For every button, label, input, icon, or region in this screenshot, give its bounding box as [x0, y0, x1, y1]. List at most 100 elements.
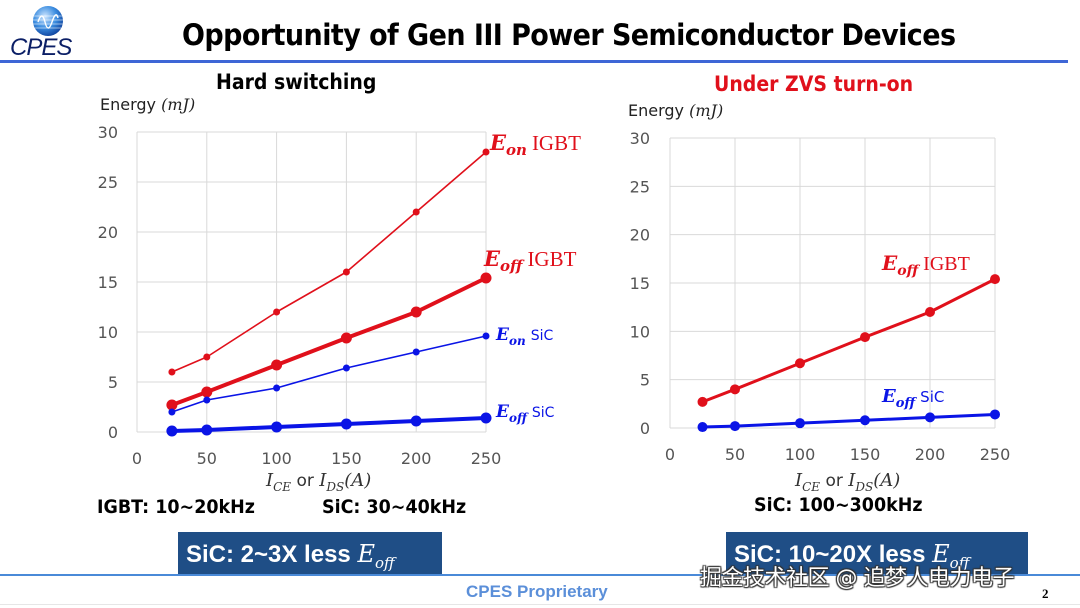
data-point [271, 359, 283, 371]
x-tick-label: 100 [261, 449, 292, 468]
series-label: Eoff SiC [495, 402, 555, 425]
data-point [203, 396, 211, 404]
page-title: Opportunity of Gen III Power Semiconduct… [182, 18, 956, 52]
data-point [925, 307, 935, 317]
x-tick-label: 50 [197, 449, 217, 468]
y-tick-label: 30 [98, 123, 118, 142]
callout-text: SiC: 2~3X less [186, 541, 358, 568]
data-point [795, 358, 805, 369]
title-divider [0, 60, 1068, 63]
x-tick-label: 100 [785, 445, 816, 464]
series-label-subscript: on [506, 141, 527, 159]
callout-text: SiC: 10~20X less [734, 541, 933, 568]
x-tick-label: 200 [915, 445, 946, 464]
series-line-eoff-sic [702, 412, 996, 429]
left-y-axis-label: Energy (mJ) [100, 95, 195, 114]
hard-switching-callout: SiC: 2~3X less Eoff [178, 532, 442, 576]
y-tick-label: 20 [98, 223, 118, 242]
data-point [166, 399, 178, 411]
data-point [342, 364, 350, 372]
logo-text: CPES [10, 34, 72, 61]
footer-bottom-divider [0, 604, 1080, 605]
x-axis-label-part: I [847, 470, 856, 491]
series-label-symbol: E [495, 325, 510, 345]
data-point [730, 421, 740, 432]
y-axis-unit: (mJ) [689, 101, 724, 120]
data-point [410, 306, 422, 318]
series-label-device: IGBT [527, 247, 576, 271]
series-label: Eon SiC [495, 325, 553, 348]
data-point [412, 348, 420, 356]
right-y-axis-label: Energy (mJ) [628, 101, 723, 120]
y-axis-unit: (mJ) [161, 95, 196, 114]
data-point [990, 409, 1000, 420]
x-axis-label-part: I [318, 470, 327, 491]
cpes-logo: CPES [8, 4, 98, 62]
series-label-subscript: off [896, 396, 918, 411]
right-chart-title: Under ZVS turn-on [714, 72, 914, 96]
sic-zvs-frequency-label: SiC: 100~300kHz [754, 494, 923, 516]
x-axis-label-part: DS [325, 480, 344, 494]
data-point [203, 353, 211, 361]
igbt-frequency-label: IGBT: 10~20kHz [97, 496, 255, 518]
callout-subscript: off [374, 554, 395, 572]
x-axis-label-part: (A) [873, 470, 900, 491]
y-tick-label: 20 [630, 226, 650, 245]
series-label-device: IGBT [923, 253, 970, 275]
watermark: 掘金技术社区 @ 追梦人电力电子 [700, 566, 1015, 591]
x-tick-label: 200 [401, 449, 432, 468]
data-point [410, 415, 422, 427]
data-point [697, 422, 708, 433]
data-point [340, 418, 352, 430]
series-label-subscript: off [509, 411, 529, 425]
data-point [168, 368, 176, 376]
series-label-device: SiC [532, 405, 555, 421]
y-tick-label: 25 [630, 177, 650, 196]
x-axis-label: ICE or IDS(A) [794, 470, 900, 494]
x-tick-label: 250 [471, 449, 502, 468]
series-line-eon-igbt [171, 151, 487, 373]
x-tick-label: 250 [980, 445, 1011, 464]
data-point [342, 268, 350, 276]
y-tick-label: 5 [640, 371, 650, 390]
x-tick-label: 150 [331, 449, 362, 468]
data-point [168, 408, 176, 416]
series-label-symbol: E [483, 246, 501, 271]
y-tick-label: 15 [630, 274, 650, 293]
footer-divider [0, 574, 1080, 576]
data-point [860, 332, 870, 343]
series-label-device: IGBT [532, 131, 581, 155]
y-axis-label-text: Energy [628, 101, 690, 120]
data-point [482, 332, 490, 340]
series-label-device: SiC [531, 328, 554, 344]
x-axis-label-part: (A) [344, 470, 371, 491]
data-point [201, 386, 213, 398]
series-label-symbol: E [495, 402, 510, 422]
y-tick-label: 30 [630, 129, 650, 148]
series-label-subscript: off [897, 263, 920, 279]
series-line-eoff-igbt [701, 277, 996, 404]
x-axis-label-part: DS [854, 480, 873, 494]
series-label-subscript: off [500, 257, 525, 275]
series-label-symbol: E [489, 130, 507, 155]
data-point [482, 148, 490, 156]
data-point [340, 332, 352, 344]
x-axis-label-part: or [820, 471, 848, 491]
y-tick-label: 0 [640, 419, 650, 438]
x-tick-label: 150 [850, 445, 881, 464]
left-chart-title: Hard switching [216, 70, 377, 94]
x-axis-label-part: or [291, 471, 319, 491]
series-line-eoff-igbt [171, 276, 487, 407]
series-label-symbol: E [881, 386, 896, 407]
x-axis-label-part: I [794, 470, 803, 491]
y-axis-label-text: Energy [100, 95, 162, 114]
series-label: Eoff IGBT [483, 246, 577, 275]
data-point [990, 274, 1000, 285]
sic-hard-switching-frequency-label: SiC: 30~40kHz [322, 496, 467, 518]
y-tick-label: 10 [98, 323, 118, 342]
y-tick-label: 10 [630, 322, 650, 341]
y-tick-label: 5 [108, 373, 118, 392]
data-point [201, 424, 213, 436]
series-label-device: SiC [920, 388, 944, 406]
series-label-subscript: on [509, 334, 526, 348]
